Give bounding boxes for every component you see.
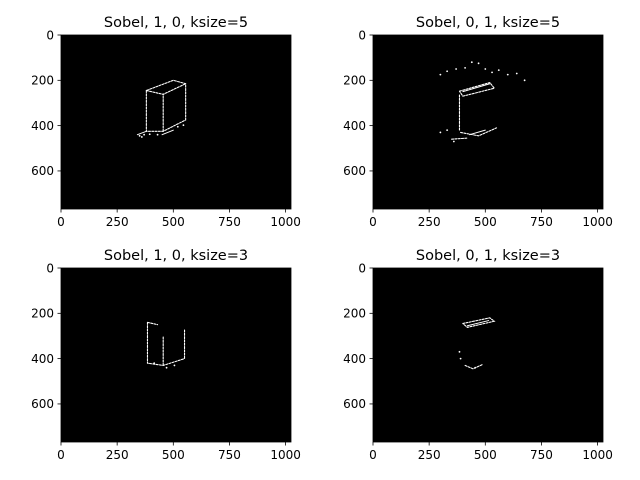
edge-detail [146,321,186,369]
edge-speck [452,140,455,143]
edge-speck [148,133,151,136]
edge-speck [153,362,156,365]
x-tick-label: 1000 [270,215,301,229]
edge-detail [136,79,187,138]
x-tick-label: 750 [218,215,241,229]
x-tick-label: 250 [106,215,129,229]
edge-speck [165,366,168,369]
edge-image [61,268,291,442]
panel-4: Sobel, 0, 1, ksize=3 0 250 500 750 1000 0 200 40… [343,248,613,462]
edge-speck [439,73,442,76]
x-tick-label: 250 [418,448,441,462]
x-tick-label: 250 [106,448,129,462]
y-tick-label: 400 [343,352,366,366]
edge-line [460,127,498,137]
y-tick-label: 400 [31,352,54,366]
edge-line [464,363,484,370]
edge-speck [138,134,141,137]
edge-speck [182,124,185,127]
axes-frame [372,267,604,443]
edge-speck [497,69,500,72]
edge-line [451,137,468,140]
panel-2: Sobel, 0, 1, ksize=5 0 250 500 750 1000 0 200 40… [343,15,613,229]
x-tick-label: 0 [369,215,377,229]
x-tick-label: 0 [57,215,65,229]
edge-detail [439,61,526,143]
edge-line [161,129,174,136]
x-tick-label: 250 [418,215,441,229]
panel-1: Sobel, 1, 0, ksize=5 0 250 500 750 1000 0 200 40… [31,15,301,229]
y-tick-label: 200 [343,307,366,321]
edge-line [458,81,496,97]
edge-speck [455,68,458,70]
panel-3: Sobel, 1, 0, ksize=3 0 250 500 750 1000 0 200 40… [31,248,301,462]
y-tick-label: 0 [46,261,54,275]
y-tick-label: 600 [343,397,366,411]
edge-speck [439,131,442,134]
y-tick-label: 200 [31,74,54,88]
axes-frame [60,34,292,210]
y-tick-label: 600 [31,164,54,178]
x-tick-label: 750 [218,448,241,462]
edge-speck [459,357,462,360]
edge-speck [173,364,176,367]
x-tick-label: 750 [530,215,553,229]
edge-speck [458,350,461,353]
edge-speck [176,125,179,128]
panel-title: Sobel, 1, 0, ksize=5 [104,15,248,31]
panel-title: Sobel, 1, 0, ksize=3 [104,248,248,264]
y-tick-label: 400 [31,119,54,133]
edge-image [373,268,603,442]
y-tick-label: 400 [343,119,366,133]
x-tick-label: 0 [369,448,377,462]
x-tick-label: 0 [57,448,65,462]
x-tick-label: 1000 [582,215,613,229]
y-tick-label: 0 [46,28,54,42]
panel-title: Sobel, 0, 1, ksize=3 [416,248,560,264]
x-tick-label: 500 [162,215,185,229]
x-tick-label: 500 [474,448,497,462]
edge-speck [446,129,449,132]
axes-frame [372,34,604,210]
edge-image [61,35,291,209]
edge-speck [446,70,449,73]
edge-line [462,83,491,93]
x-tick-label: 1000 [582,448,613,462]
y-tick-label: 200 [343,74,366,88]
edge-speck [474,366,477,369]
x-tick-label: 500 [474,215,497,229]
x-tick-label: 500 [162,448,185,462]
edge-line [145,83,187,95]
edge-detail [458,317,496,370]
edge-speck [464,66,466,69]
panel-title: Sobel, 0, 1, ksize=5 [416,15,560,31]
axes-frame [60,267,292,443]
edge-line [469,129,486,136]
edge-speck [484,68,487,70]
edge-speck [140,136,143,138]
edge-speck [491,71,493,74]
y-tick-label: 0 [358,28,366,42]
edge-image [373,35,603,209]
edge-speck [143,133,146,136]
edge-speck [523,79,526,82]
y-tick-label: 0 [358,261,366,275]
edge-line [146,321,159,326]
edge-line [136,130,147,136]
edge-speck [477,62,480,65]
edge-line [462,317,496,328]
edge-speck [156,133,159,136]
x-tick-label: 750 [530,448,553,462]
y-tick-label: 600 [343,164,366,178]
edge-line [466,320,490,327]
x-tick-label: 1000 [270,448,301,462]
y-tick-label: 600 [31,397,54,411]
edge-speck [470,61,473,64]
edge-speck [506,73,509,76]
edge-speck [515,72,518,75]
y-tick-label: 200 [31,307,54,321]
